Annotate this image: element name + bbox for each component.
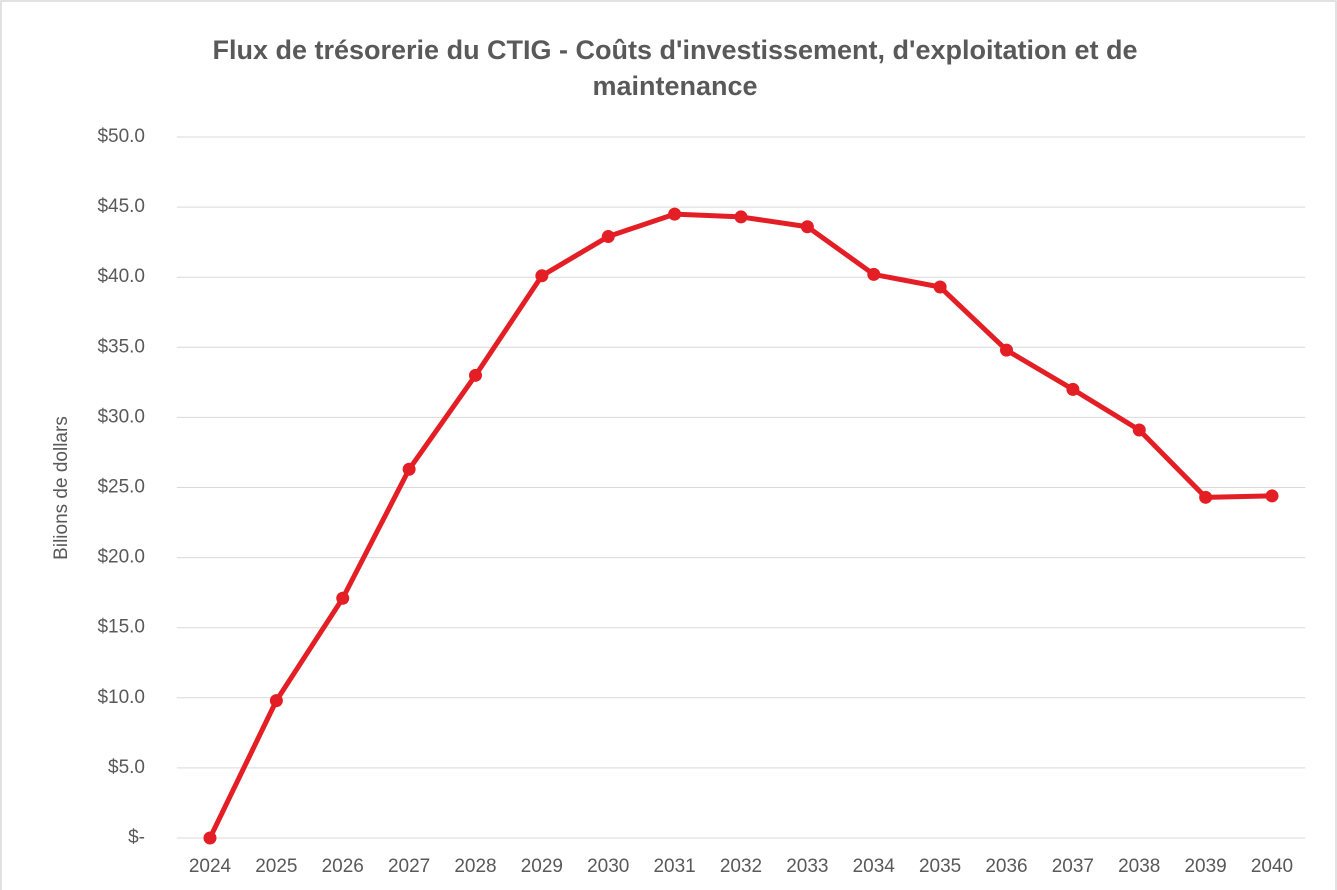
x-tick-label: 2033 [786, 856, 828, 877]
x-tick-label: 2027 [388, 856, 430, 877]
data-point [468, 368, 482, 382]
data-point [535, 269, 549, 283]
data-point [269, 694, 283, 708]
data-point [203, 831, 217, 845]
x-tick-label: 2038 [1118, 856, 1160, 877]
data-line [207, 211, 1273, 840]
y-tick-label: $35.0 [97, 336, 145, 357]
x-tick-label: 2026 [322, 856, 364, 877]
data-point [336, 591, 350, 605]
x-tick-label: 2040 [1251, 856, 1293, 877]
x-tick-label: 2037 [1052, 856, 1094, 877]
y-axis-label: Bilions de dollars [51, 416, 72, 560]
data-point [601, 230, 615, 244]
y-tick-label: $30.0 [97, 406, 145, 427]
x-tick-label: 2025 [255, 856, 297, 877]
y-tick-label: $40.0 [97, 266, 145, 287]
y-tick-label: $50.0 [97, 126, 145, 147]
data-point [800, 220, 814, 234]
data-point [1265, 489, 1279, 503]
y-tick-label: $- [128, 827, 145, 848]
x-tick-label: 2028 [454, 856, 496, 877]
y-tick-label: $5.0 [108, 757, 145, 778]
data-point [867, 267, 881, 281]
data-point [1066, 382, 1080, 396]
y-tick-label: $15.0 [97, 617, 145, 638]
x-tick-label: 2024 [189, 856, 232, 877]
data-point [1000, 343, 1014, 357]
data-point [668, 207, 682, 221]
x-tick-label: 2031 [653, 856, 695, 877]
x-tick-label: 2036 [985, 856, 1027, 877]
x-tick-label: 2034 [853, 856, 896, 877]
x-tick-label: 2039 [1184, 856, 1226, 877]
y-tick-label: $45.0 [97, 196, 145, 217]
y-tick-label: $10.0 [97, 687, 145, 708]
x-tick-label: 2029 [521, 856, 563, 877]
data-point [1132, 423, 1146, 437]
x-tick-label: 2030 [587, 856, 629, 877]
x-tick-label: 2035 [919, 856, 961, 877]
chart-title: Flux de trésorerie du CTIG - Coûts d'inv… [212, 35, 1138, 101]
data-point [734, 210, 748, 224]
y-tick-label: $20.0 [97, 547, 145, 568]
data-point [1199, 490, 1213, 504]
y-tick-label: $25.0 [97, 477, 145, 498]
x-tick-label: 2032 [720, 856, 762, 877]
data-point [933, 280, 947, 294]
data-point [402, 462, 416, 476]
